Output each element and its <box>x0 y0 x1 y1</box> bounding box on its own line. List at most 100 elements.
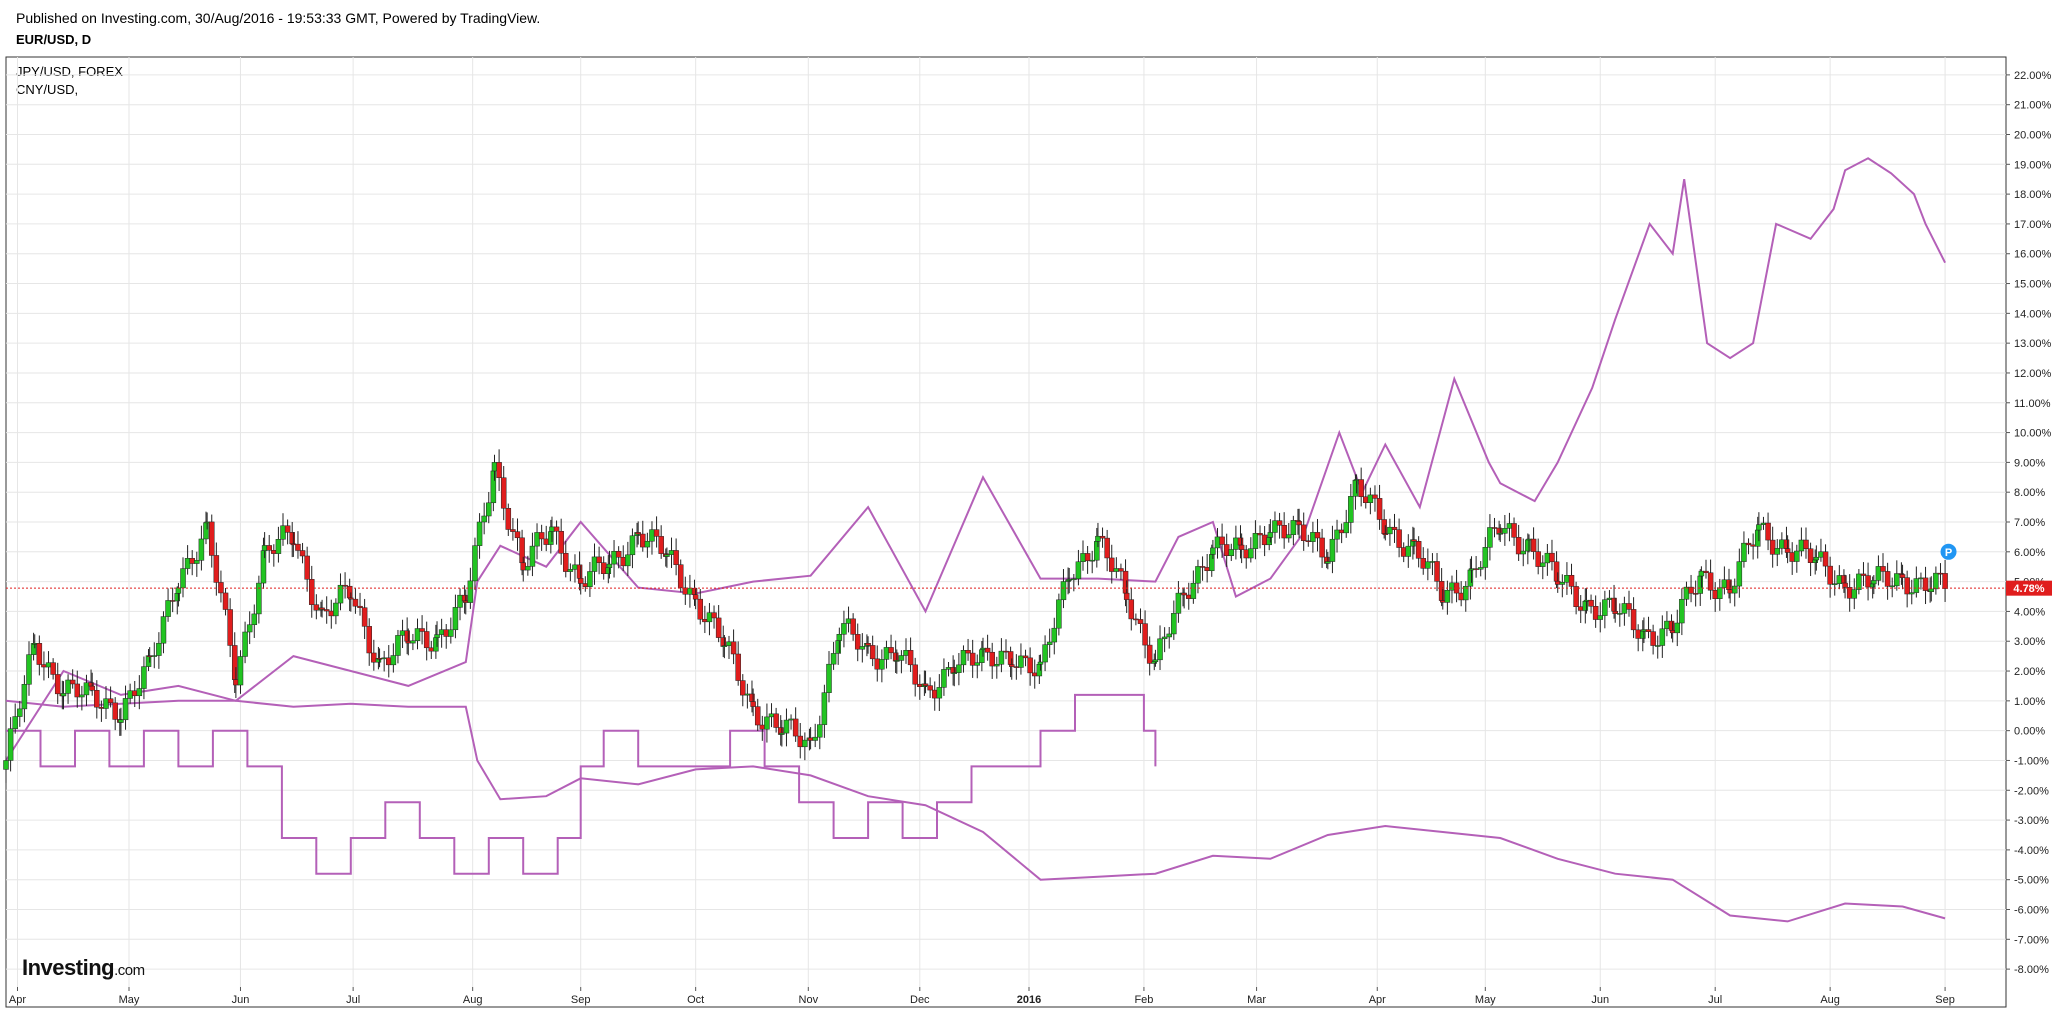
candle-body <box>490 470 497 504</box>
candle-body <box>821 692 828 725</box>
candle-body <box>1007 651 1014 665</box>
candle-body <box>227 609 233 646</box>
y-tick-label: 10.00% <box>2014 428 2052 440</box>
candle-body <box>702 618 708 623</box>
candle-body <box>664 554 670 557</box>
candle-body <box>514 531 521 539</box>
y-tick-label: 15.00% <box>2014 279 2052 291</box>
y-tick-label: 14.00% <box>2014 308 2052 320</box>
candle-body <box>956 664 962 673</box>
candle-body <box>1186 594 1192 599</box>
candle-body <box>1348 496 1354 523</box>
candle-body <box>1228 549 1235 556</box>
candle-body <box>1060 581 1067 601</box>
candle-body <box>12 716 18 729</box>
candle-body <box>817 724 823 738</box>
candle-body <box>1564 574 1570 583</box>
candle-body <box>1659 628 1666 646</box>
candle-body <box>1352 479 1359 497</box>
candle-body <box>1018 655 1024 668</box>
candle-body <box>98 706 105 709</box>
candle-body <box>231 645 238 680</box>
candle-body <box>1769 539 1776 555</box>
candle-body <box>79 694 85 698</box>
candle-body <box>941 669 947 688</box>
published-note: Published on Investing.com, 30/Aug/2016 … <box>16 10 541 26</box>
candle-body <box>854 634 861 650</box>
candle-body <box>1108 557 1115 572</box>
candle-body <box>549 526 555 532</box>
candle-body <box>677 564 684 589</box>
candle-body <box>1506 523 1513 529</box>
candle-body <box>1889 585 1895 588</box>
candle-body <box>1553 561 1560 582</box>
candle-body <box>256 582 262 615</box>
candle-body <box>333 602 339 617</box>
candle-body <box>779 732 785 735</box>
candle-body <box>850 618 856 635</box>
candle-body <box>759 724 766 730</box>
candle-body <box>496 462 502 478</box>
candle-body <box>1530 538 1537 552</box>
candle-body <box>1827 565 1833 585</box>
candle-body <box>587 571 593 587</box>
candle-body <box>1641 629 1647 632</box>
legend-cny-usd[interactable]: CNY/USD, <box>16 82 79 97</box>
candle-body <box>290 543 297 546</box>
candle-body <box>1367 494 1374 503</box>
candle-body <box>1008 664 1015 667</box>
candle-body <box>1381 519 1387 534</box>
candle-body <box>184 558 191 569</box>
last-value-label: 4.78% <box>2013 583 2044 595</box>
y-tick-label: 1.00% <box>2014 696 2045 708</box>
candle-body <box>1310 532 1316 542</box>
candle-body <box>553 526 560 532</box>
candle-body <box>744 693 751 696</box>
candle-body <box>773 713 779 728</box>
candle-body <box>26 654 32 685</box>
candle-body <box>1123 592 1130 600</box>
candle-body <box>577 578 584 584</box>
candle-body <box>467 580 474 603</box>
y-axis: 22.00% 21.00% 20.00% 19.00% 18.00% 17.00% 16.0… <box>2006 70 2052 976</box>
candle-body <box>457 594 463 608</box>
candle-body <box>313 604 320 611</box>
candle-body <box>271 550 277 554</box>
candle-body <box>54 674 61 695</box>
y-tick-label: 21.00% <box>2014 100 2052 112</box>
candle-body <box>395 635 401 656</box>
candle-body <box>1161 636 1168 640</box>
candle-body <box>534 532 540 547</box>
candle-body <box>1314 532 1321 539</box>
candle-body <box>1822 551 1829 567</box>
y-tick-label: -2.00% <box>2014 785 2049 797</box>
candle-body <box>1133 618 1139 621</box>
candle-body <box>381 657 387 660</box>
candle-body <box>481 515 487 523</box>
candle-body <box>615 550 622 558</box>
y-tick-label: 19.00% <box>2014 159 2052 171</box>
candle-body <box>1094 541 1100 561</box>
candle-body <box>510 529 516 532</box>
candle-body <box>1358 479 1364 498</box>
candle-body <box>879 659 885 670</box>
marker-p[interactable]: P <box>1940 543 1957 560</box>
candle-body <box>1449 582 1455 591</box>
candle-body <box>591 556 598 572</box>
candle-body <box>1066 579 1072 581</box>
candle-body <box>280 525 286 540</box>
candle-body <box>1851 589 1858 599</box>
candle-body <box>308 579 315 605</box>
candle-body <box>960 650 967 666</box>
candle-body <box>174 593 181 602</box>
x-tick-label: 2016 <box>1017 994 1041 1006</box>
candle-body <box>1856 573 1862 590</box>
candle-body <box>1588 599 1594 607</box>
candle-body <box>558 531 564 554</box>
y-tick-label: 22.00% <box>2014 70 2052 82</box>
series-line-2 <box>5 699 1946 923</box>
candle-body <box>180 568 186 589</box>
candle-body <box>1319 537 1325 558</box>
candle-body <box>1554 580 1561 585</box>
